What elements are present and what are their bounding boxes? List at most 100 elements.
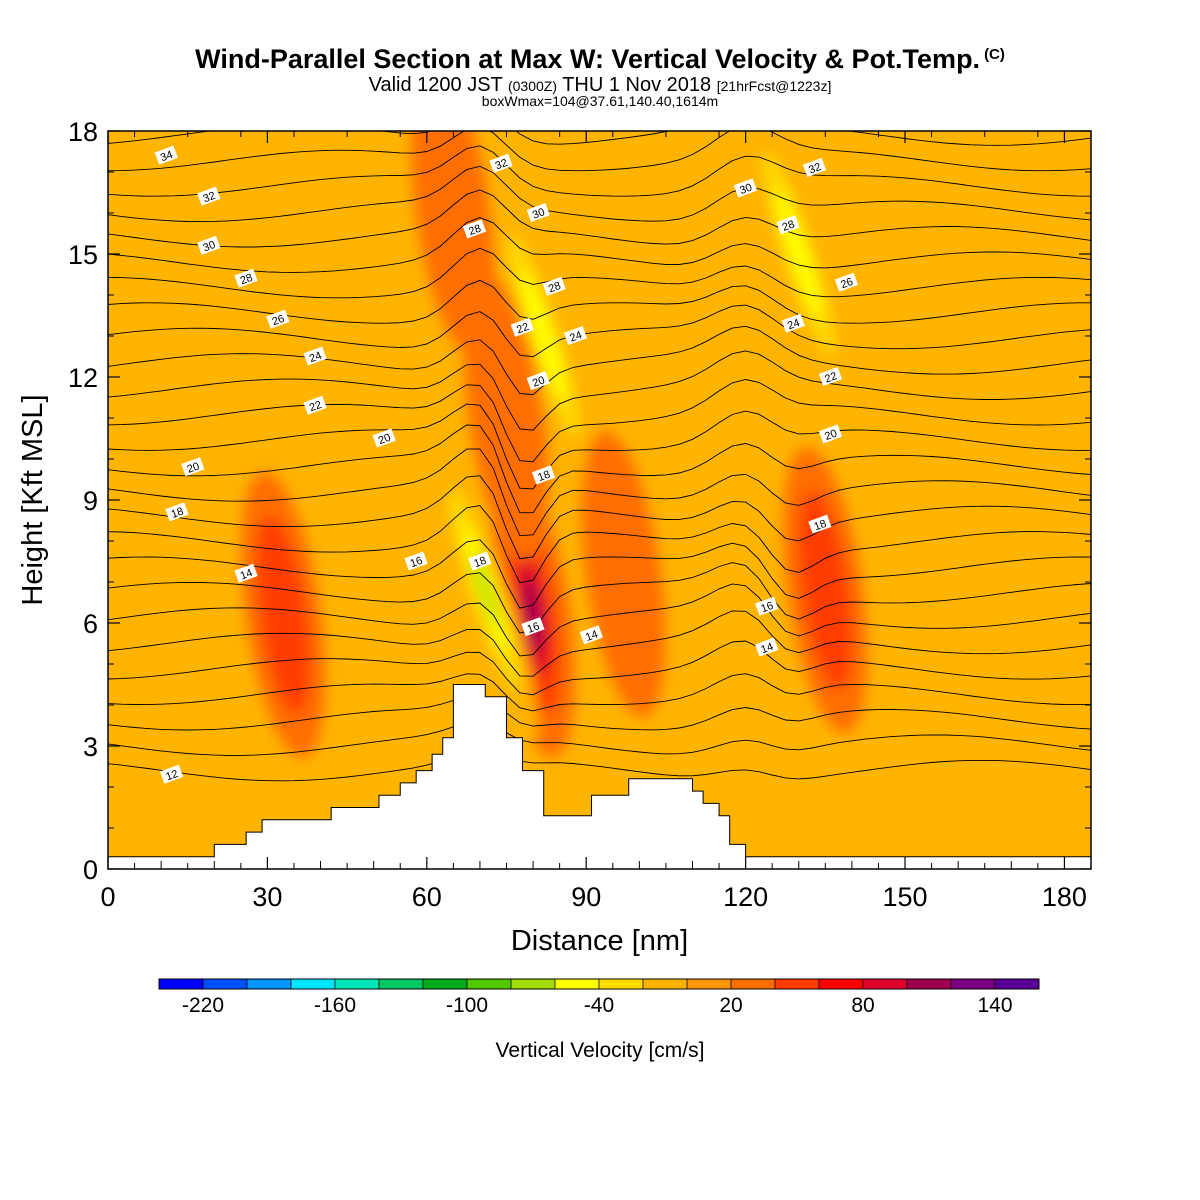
- y-tick-label: 9: [83, 486, 98, 516]
- valid-time-line: Valid 1200 JST (0300Z) THU 1 Nov 2018 [2…: [0, 74, 1200, 97]
- theta-label-30: 30: [526, 203, 550, 223]
- theta-label-text: 26: [271, 313, 287, 328]
- colorbar-tick-label: -100: [446, 994, 488, 1017]
- theta-contour-line: [108, 696, 1091, 731]
- theta-label-box: [197, 235, 221, 255]
- theta-label-box: [181, 457, 205, 477]
- theta-label-text: 24: [786, 317, 802, 332]
- theta-label-22: 22: [510, 317, 534, 337]
- theta-label-box: [808, 514, 832, 534]
- theta-label-14: 14: [579, 625, 603, 645]
- theta-contour-line: [108, 131, 1091, 146]
- theta-label-box: [755, 637, 779, 657]
- theta-contour-line: [108, 189, 1091, 248]
- colorbar-swatch: [863, 979, 908, 989]
- y-tick-label: 15: [68, 240, 98, 270]
- theta-label-text: 16: [759, 600, 775, 615]
- theta-label-24: 24: [303, 346, 327, 366]
- colorbar-swatch: [643, 979, 688, 989]
- theta-label-text: 28: [547, 280, 563, 295]
- theta-label-box: [266, 309, 290, 329]
- theta-label-16: 16: [521, 617, 545, 637]
- theta-label-26: 26: [266, 309, 290, 329]
- theta-label-text: 20: [531, 374, 547, 389]
- y-tick-label: 0: [83, 855, 98, 885]
- x-tick-label: 180: [1042, 882, 1087, 912]
- chart-title-text: Wind-Parallel Section at Max W: Vertical…: [195, 44, 981, 74]
- theta-label-32: 32: [802, 157, 827, 177]
- y-tick-label: 12: [68, 363, 98, 393]
- theta-label-text: 14: [239, 567, 255, 582]
- theta-label-text: 28: [239, 272, 255, 287]
- theta-label-28: 28: [542, 276, 566, 296]
- theta-label-text: 16: [526, 620, 542, 635]
- shading-peak-2-level-2: [520, 271, 567, 401]
- colorbar-swatch: [995, 979, 1040, 989]
- theta-label-28: 28: [462, 219, 487, 239]
- theta-label-text: 22: [308, 399, 324, 414]
- theta-contours: [108, 131, 1091, 782]
- theta-contour-line: [108, 505, 1091, 584]
- theta-label-box: [834, 272, 859, 292]
- theta-label-34: 34: [154, 145, 178, 165]
- theta-label-box: [303, 395, 327, 415]
- theta-label-14: 14: [755, 637, 779, 657]
- theta-contour-line: [108, 750, 1091, 782]
- shading-peak-4-level-1: [256, 515, 311, 715]
- colorbar-swatch: [687, 979, 732, 989]
- colorbar-swatch: [511, 979, 556, 989]
- shading-peak-7-level-0: [464, 274, 549, 562]
- theta-label-20: 20: [372, 428, 396, 448]
- colorbar-label: Vertical Velocity [cm/s]: [496, 1039, 705, 1062]
- chart-title: Wind-Parallel Section at Max W: Vertical…: [0, 44, 1200, 75]
- shading-peak-0-level-3: [524, 578, 543, 652]
- theta-label-22: 22: [818, 367, 843, 387]
- theta-label-box: [526, 203, 550, 223]
- theta-label-box: [776, 215, 800, 235]
- theta-label-box: [563, 326, 588, 346]
- theta-contour-line: [108, 640, 1091, 696]
- x-tick-label: 120: [723, 882, 768, 912]
- theta-contour-line: [108, 448, 1091, 537]
- theta-label-box: [531, 465, 556, 485]
- theta-label-text: 24: [308, 350, 324, 365]
- valid-prefix: Valid 1200 JST: [368, 74, 503, 96]
- theta-label-text: 14: [759, 641, 775, 656]
- theta-label-box: [234, 563, 258, 583]
- theta-label-box: [303, 346, 327, 366]
- theta-label-16: 16: [404, 551, 428, 571]
- theta-label-text: 28: [467, 223, 483, 238]
- theta-contour-line: [108, 403, 1091, 490]
- shading-layer: 34 32 30 28 26 24 22 20 20 18 16 14 12 18 16 14 18 20 22 24…: [108, 131, 1091, 869]
- boxmax-line: boxWmax=104@37.61,140.40,1614m: [481, 93, 719, 109]
- theta-contour-line: [108, 610, 1091, 677]
- shading-peak-8-level-0: [411, 131, 496, 357]
- colorbar-swatch: [907, 979, 952, 989]
- y-axis-label: Height [Kft MSL]: [17, 394, 49, 605]
- theta-label-text: 30: [531, 206, 547, 221]
- colorbar-swatch: [159, 979, 204, 989]
- theta-label-18: 18: [468, 551, 492, 571]
- theta-label-26: 26: [834, 272, 859, 292]
- theta-contour-line: [108, 721, 1091, 756]
- theta-label-16: 16: [755, 596, 779, 616]
- y-tick-label: 3: [83, 732, 98, 762]
- theta-label-box: [372, 428, 396, 448]
- colorbar-tick-label: 80: [851, 994, 874, 1017]
- theta-label-box: [234, 268, 258, 288]
- theta-label-24: 24: [563, 326, 588, 346]
- colorbar-swatch: [819, 979, 864, 989]
- theta-label-18: 18: [808, 514, 832, 534]
- theta-label-box: [462, 219, 487, 239]
- theta-label-text: 30: [738, 182, 754, 197]
- theta-contour-line: [108, 145, 1091, 197]
- x-tick-label: 30: [252, 882, 282, 912]
- theta-contour-line: [108, 217, 1091, 273]
- terrain-mask: [108, 684, 1091, 869]
- theta-label-text: 18: [536, 469, 552, 484]
- theta-label-text: 32: [494, 157, 510, 172]
- theta-label-text: 18: [472, 555, 488, 570]
- colorbar: -220 -160 -100 -40 20 80 140 Vertical Velocity …: [158, 978, 1040, 1062]
- shading-blobs: [241, 131, 868, 758]
